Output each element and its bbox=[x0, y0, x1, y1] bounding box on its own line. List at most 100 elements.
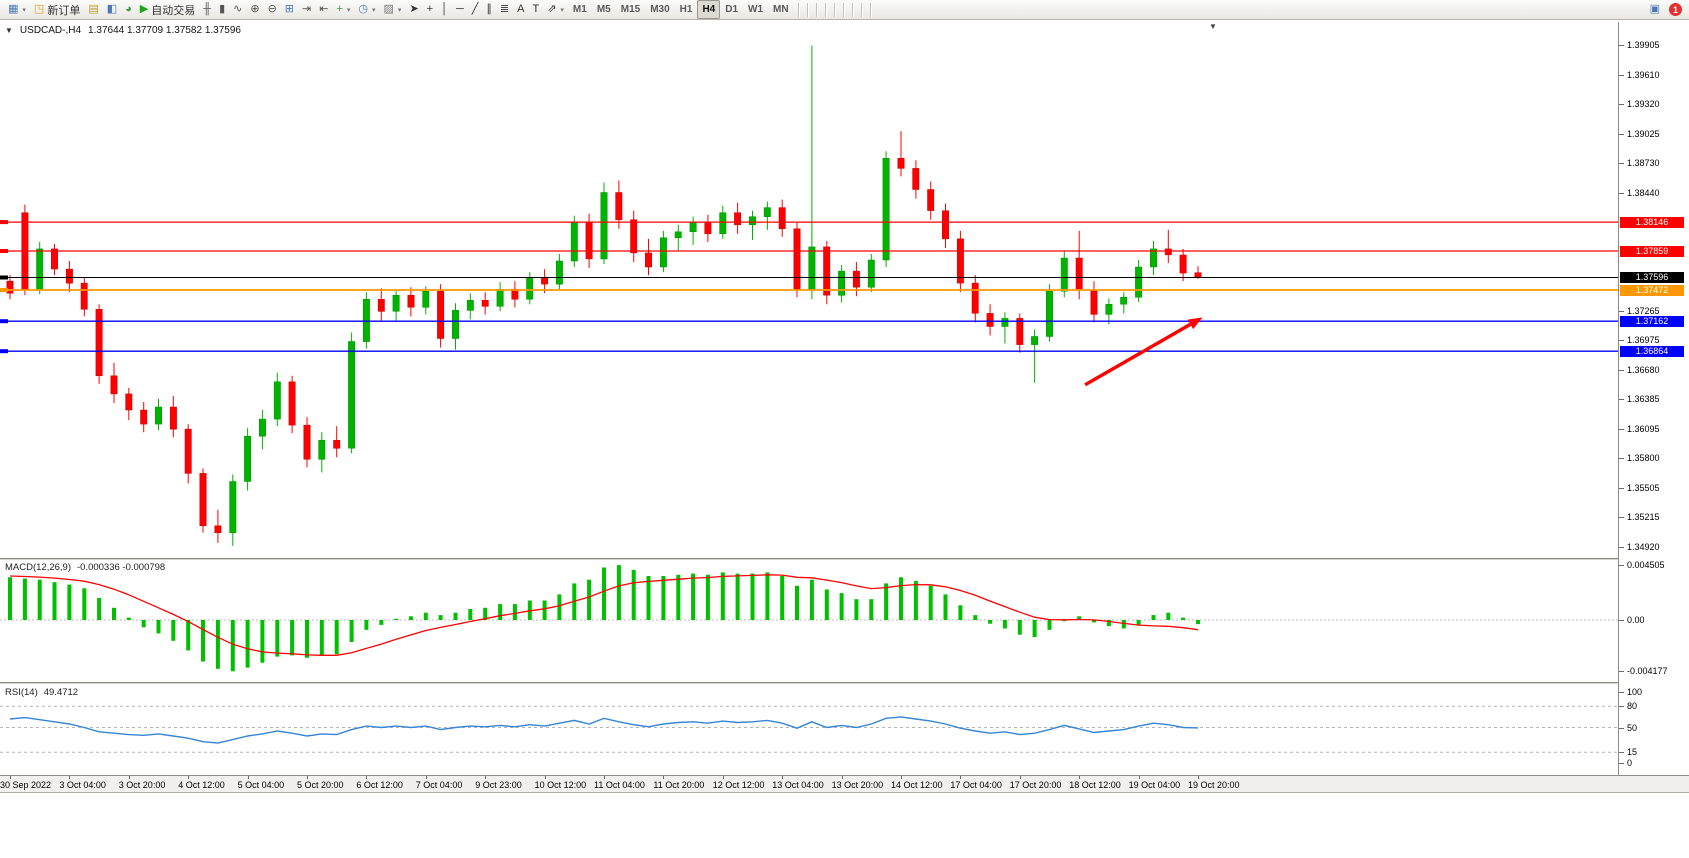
templates-icon[interactable]: ▨ ▾ bbox=[380, 0, 406, 19]
time-tick-mark bbox=[10, 776, 11, 779]
timeframe-d1[interactable]: D1 bbox=[725, 4, 739, 15]
equidistant-channel-icon[interactable]: ∥ bbox=[482, 0, 496, 19]
price-badge-1.37596: 1.37596 bbox=[1620, 272, 1684, 283]
auto-scroll-icon[interactable]: ⇥ bbox=[298, 0, 315, 19]
price-tick-mark bbox=[1619, 428, 1624, 430]
templates-icon-dropdown-icon[interactable]: ▾ bbox=[397, 6, 402, 14]
one-click-trading-toggle[interactable]: ▼ bbox=[5, 26, 13, 35]
price-tick-mark bbox=[1619, 310, 1624, 312]
time-tick-mark bbox=[841, 776, 843, 779]
time-tick-mark bbox=[366, 776, 368, 779]
text-icon[interactable]: A bbox=[513, 0, 528, 19]
price-tick-label: 1.39320 bbox=[1627, 98, 1660, 109]
trendline-icon-glyph: ╱ bbox=[471, 3, 479, 15]
toolbar-separator bbox=[860, 2, 862, 17]
price-tick-mark bbox=[1619, 103, 1624, 105]
chart-shift-icon-glyph: ⇤ bbox=[319, 3, 329, 15]
time-tick-label: 19 Oct 20:00 bbox=[1188, 780, 1240, 790]
time-tick-mark bbox=[722, 776, 724, 779]
time-tick-mark bbox=[425, 776, 427, 779]
horizontal-line-icon[interactable]: ─ bbox=[452, 0, 468, 19]
price-tick-mark bbox=[1619, 517, 1624, 519]
crosshair-icon-glyph: + bbox=[426, 3, 434, 15]
text-icon-glyph: A bbox=[517, 3, 525, 15]
rsi-tick-mark bbox=[1619, 727, 1624, 729]
cursor-icon[interactable]: ➤ bbox=[405, 0, 422, 19]
vertical-line-icon[interactable]: │ bbox=[437, 0, 452, 19]
price-tick-mark bbox=[1619, 340, 1624, 341]
zoom-in-icon-glyph: ⊕ bbox=[250, 3, 260, 15]
zoom-in-icon[interactable]: ⊕ bbox=[246, 0, 263, 19]
ohlc-values: 1.37644 1.37709 1.37582 1.37596 bbox=[88, 25, 241, 36]
timeframe-h1[interactable]: H1 bbox=[679, 4, 693, 15]
line-chart-icon[interactable]: ∿ bbox=[229, 0, 246, 19]
macd-panel-splitter[interactable] bbox=[0, 558, 1689, 560]
price-tick-label: 1.35215 bbox=[1627, 512, 1660, 523]
price-badge-1.37859: 1.37859 bbox=[1620, 245, 1684, 257]
navigator-icon[interactable]: ◕ bbox=[121, 0, 136, 19]
auto-scroll-icon-glyph: ⇥ bbox=[302, 3, 312, 15]
chart-shift-icon[interactable]: ⇤ bbox=[315, 0, 332, 19]
toolbar-separator bbox=[797, 2, 799, 17]
timeframe-h4[interactable]: H4 bbox=[697, 0, 721, 19]
new-chart-button[interactable]: ▦ ▾ bbox=[4, 0, 30, 19]
time-tick-label: 3 Oct 20:00 bbox=[118, 780, 166, 790]
annotation-arrow[interactable] bbox=[1084, 317, 1203, 387]
rsi-panel-splitter[interactable] bbox=[0, 682, 1689, 684]
time-tick-label: 30 Sep 2022 bbox=[0, 780, 52, 790]
arrows-icon-dropdown-icon[interactable]: ▾ bbox=[560, 6, 564, 14]
tile-windows-icon[interactable]: ⊞ bbox=[281, 0, 298, 19]
timeframe-m15[interactable]: M15 bbox=[620, 4, 641, 15]
time-axis[interactable]: 30 Sep 2022 3 Oct 04:00 3 Oct 20:00 4 Oct 1… bbox=[0, 775, 1689, 792]
new-order-button[interactable]: ◳ 新订单 bbox=[30, 0, 84, 19]
timeframe-w1[interactable]: W1 bbox=[748, 4, 764, 15]
rsi-value: 49.4712 bbox=[43, 687, 79, 698]
indicators-icon-dropdown-icon[interactable]: ▾ bbox=[346, 6, 351, 14]
bar-chart-icon[interactable]: ╫ bbox=[199, 0, 215, 19]
crosshair-icon[interactable]: + bbox=[423, 0, 437, 19]
zoom-out-icon[interactable]: ⊖ bbox=[264, 0, 281, 19]
timeframe-m5[interactable]: M5 bbox=[596, 4, 611, 15]
timeframe-mn[interactable]: MN bbox=[773, 4, 789, 15]
periods-icon-dropdown-icon[interactable]: ▾ bbox=[372, 6, 376, 14]
timeframe-m1[interactable]: M1 bbox=[572, 4, 587, 15]
main-price-chart[interactable] bbox=[0, 22, 1618, 558]
time-tick-label: 3 Oct 04:00 bbox=[59, 780, 106, 790]
price-tick-label: 1.34920 bbox=[1627, 541, 1660, 552]
axis-divider bbox=[1618, 22, 1619, 792]
zoom-out-icon-glyph: ⊖ bbox=[267, 3, 277, 15]
indicators-icon[interactable]: + ▾ bbox=[332, 0, 354, 19]
rsi-indicator-chart[interactable] bbox=[0, 684, 1618, 775]
time-tick-label: 10 Oct 12:00 bbox=[534, 780, 587, 790]
price-badge-1.36864: 1.36864 bbox=[1620, 345, 1684, 357]
time-tick-label: 5 Oct 20:00 bbox=[297, 780, 344, 790]
chart-window-icon[interactable]: ▣ bbox=[1646, 0, 1664, 19]
macd-indicator-chart[interactable] bbox=[0, 560, 1618, 682]
timeframe-m30[interactable]: M30 bbox=[650, 4, 670, 15]
price-badge-1.37162: 1.37162 bbox=[1620, 315, 1684, 327]
new-chart-button-dropdown-icon[interactable]: ▾ bbox=[22, 6, 26, 14]
fibonacci-icon[interactable]: ≣ bbox=[496, 0, 513, 19]
toolbar-separator bbox=[815, 2, 817, 17]
data-window-icon[interactable]: ◧ bbox=[103, 0, 121, 19]
periods-icon-glyph: ◷ bbox=[358, 3, 368, 15]
macd-tick-mark bbox=[1619, 671, 1624, 672]
time-tick-label: 4 Oct 12:00 bbox=[178, 780, 225, 790]
autotrading-button[interactable]: ▶ 自动交易 bbox=[136, 0, 199, 19]
price-tick-label: 1.38440 bbox=[1627, 187, 1660, 198]
alert-count-badge[interactable]: 1 bbox=[1669, 3, 1682, 16]
chart-shift-marker[interactable]: ▼ bbox=[1209, 22, 1217, 31]
price-axis[interactable]: 1.39905 1.39610 1.39320 1.39025 1.38730 1.384… bbox=[1619, 22, 1689, 775]
price-tick-mark bbox=[1619, 74, 1624, 76]
text-label-icon[interactable]: T bbox=[528, 0, 543, 19]
time-tick-mark bbox=[188, 776, 190, 779]
periods-icon[interactable]: ◷ ▾ bbox=[354, 0, 379, 19]
time-tick-mark bbox=[960, 776, 962, 779]
arrows-icon[interactable]: ⇗ ▾ bbox=[543, 0, 568, 19]
trendline-icon[interactable]: ╱ bbox=[468, 0, 483, 19]
market-watch-icon[interactable]: ▤ bbox=[84, 0, 102, 19]
price-tick-label: 1.36385 bbox=[1627, 394, 1660, 405]
candlestick-chart-icon[interactable]: ▮ bbox=[215, 0, 229, 19]
time-tick-label: 17 Oct 04:00 bbox=[950, 780, 1002, 790]
time-tick-label: 6 Oct 12:00 bbox=[356, 780, 403, 790]
